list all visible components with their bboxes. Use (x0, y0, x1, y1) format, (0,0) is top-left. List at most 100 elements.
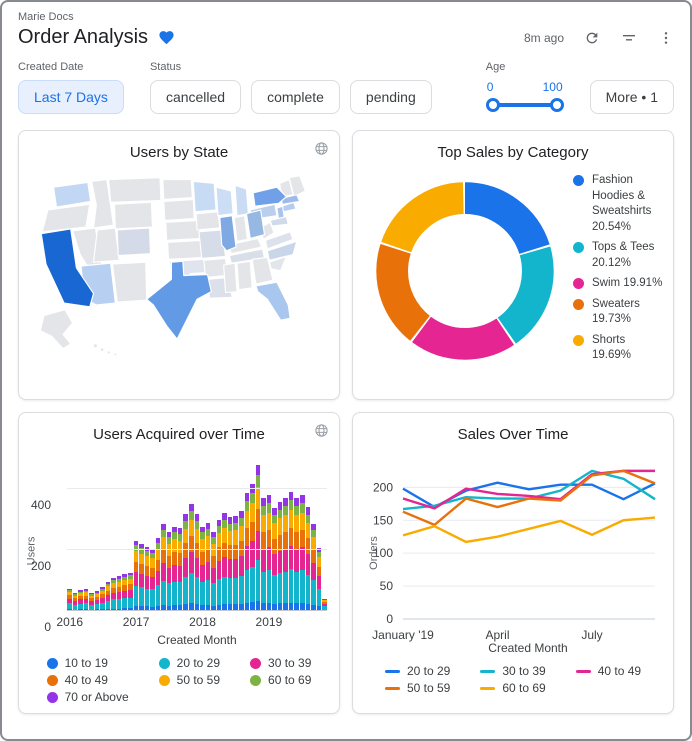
map-state-HI[interactable] (113, 352, 118, 357)
globe-icon[interactable] (314, 141, 329, 161)
bar-column[interactable] (244, 459, 250, 611)
map-state-UT[interactable] (92, 227, 120, 263)
map-state-IN[interactable] (233, 215, 248, 242)
map-state-OH[interactable] (245, 209, 266, 240)
map-state-MS[interactable] (223, 262, 238, 294)
globe-icon[interactable] (314, 423, 329, 443)
map-state-KS[interactable] (167, 239, 205, 260)
bar-column[interactable] (111, 459, 116, 611)
slider-handle-max[interactable] (549, 98, 564, 112)
created-date-chip[interactable]: Last 7 Days (18, 80, 124, 114)
bar-column[interactable] (200, 459, 205, 611)
bar-column[interactable] (299, 459, 305, 611)
stacked-bar-chart[interactable]: Users 0 200 400 2016 2017 2018 2019 Created M… (19, 459, 339, 704)
map-state-MO[interactable] (198, 229, 227, 259)
bar-column[interactable] (305, 459, 311, 611)
status-chip-complete[interactable]: complete (251, 80, 340, 114)
map-state-TX[interactable] (146, 260, 212, 340)
donut-slice[interactable] (376, 182, 554, 360)
map-state-WY[interactable] (113, 201, 153, 230)
bar-column[interactable] (255, 459, 261, 611)
donut-slice[interactable] (376, 182, 554, 360)
map-state-FL[interactable] (255, 281, 291, 321)
bar-column[interactable] (144, 459, 150, 611)
bar-column[interactable] (233, 459, 238, 611)
map-state-MA[interactable] (280, 194, 301, 205)
map-state-AL[interactable] (236, 260, 253, 291)
bar-column[interactable] (205, 459, 211, 611)
map-state-HI[interactable] (99, 347, 105, 353)
map-state-OR[interactable] (41, 203, 91, 233)
map-state-HI[interactable] (106, 350, 111, 355)
status-chip-pending[interactable]: pending (349, 80, 432, 114)
bar-column[interactable] (67, 459, 72, 611)
bar-column[interactable] (116, 459, 122, 611)
map-state-MT[interactable] (108, 177, 162, 203)
bar-column[interactable] (89, 459, 94, 611)
bar-column[interactable] (161, 459, 166, 611)
bar-column[interactable] (83, 459, 89, 611)
line-series[interactable] (402, 469, 656, 527)
age-range-slider[interactable] (485, 97, 564, 113)
map-state-MI[interactable] (234, 184, 249, 217)
bar-column[interactable] (211, 459, 216, 611)
favorite-heart-icon[interactable] (158, 29, 175, 46)
bar-column[interactable] (283, 459, 288, 611)
bar-column[interactable] (172, 459, 177, 611)
bar-column[interactable] (288, 459, 294, 611)
map-state-AK[interactable] (39, 309, 74, 350)
bar-column[interactable] (183, 459, 189, 611)
donut-slice[interactable] (376, 182, 554, 360)
bar-column[interactable] (266, 459, 272, 611)
bar-column[interactable] (277, 459, 283, 611)
line-series[interactable] (402, 516, 656, 544)
bars-plot-area[interactable] (67, 459, 327, 611)
bar-column[interactable] (150, 459, 155, 611)
map-state-ID[interactable] (91, 178, 115, 229)
bar-column[interactable] (216, 459, 222, 611)
bar-column[interactable] (227, 459, 233, 611)
breadcrumb[interactable]: Marie Docs (18, 11, 74, 23)
bar-column[interactable] (72, 459, 78, 611)
bar-column[interactable] (272, 459, 277, 611)
map-state-SC[interactable] (268, 255, 287, 272)
bar-column[interactable] (128, 459, 133, 611)
map-state-NM[interactable] (111, 261, 148, 303)
map-state-SD[interactable] (163, 198, 195, 221)
filter-icon[interactable] (620, 29, 638, 47)
map-state-WI[interactable] (215, 186, 234, 217)
bar-column[interactable] (177, 459, 183, 611)
map-state-CA[interactable] (40, 228, 95, 308)
bar-column[interactable] (189, 459, 194, 611)
bar-column[interactable] (133, 459, 139, 611)
bar-column[interactable] (261, 459, 266, 611)
line-chart[interactable]: Orders 0 50 100 150 200 January '19 April July … (353, 455, 673, 695)
bar-column[interactable] (222, 459, 227, 611)
map-state-CO[interactable] (116, 227, 152, 257)
status-chip-cancelled[interactable]: cancelled (149, 80, 242, 114)
bar-column[interactable] (316, 459, 322, 611)
bar-column[interactable] (155, 459, 161, 611)
bar-column[interactable] (250, 459, 255, 611)
kebab-menu-icon[interactable] (658, 30, 674, 46)
map-state-GA[interactable] (251, 256, 274, 285)
bar-column[interactable] (166, 459, 172, 611)
bar-column[interactable] (311, 459, 316, 611)
bar-column[interactable] (294, 459, 299, 611)
map-state-MN[interactable] (192, 180, 217, 213)
refresh-icon[interactable] (584, 30, 600, 46)
map-state-NY[interactable] (252, 186, 287, 207)
bar-column[interactable] (238, 459, 244, 611)
map-state-MD[interactable] (269, 216, 289, 227)
map-state-WA[interactable] (53, 181, 92, 208)
bar-column[interactable] (122, 459, 128, 611)
slider-handle-min[interactable] (485, 98, 500, 112)
lines-plot-area[interactable]: 0 50 100 150 200 January '19 April July (357, 455, 669, 642)
donut-slice[interactable] (376, 182, 554, 360)
bar-column[interactable] (194, 459, 200, 611)
map-state-IL[interactable] (219, 215, 237, 252)
bar-column[interactable] (322, 459, 327, 611)
map-state-IA[interactable] (195, 211, 221, 231)
bar-column[interactable] (94, 459, 100, 611)
more-filters-button[interactable]: More • 1 (589, 80, 674, 114)
